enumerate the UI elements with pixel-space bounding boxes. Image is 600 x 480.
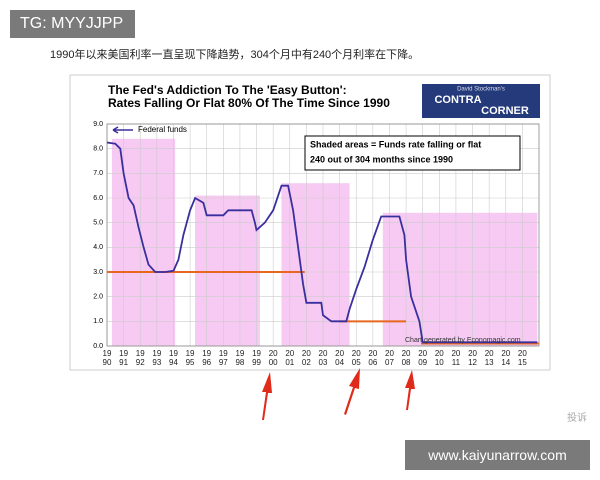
x-tick-label: 20 02 <box>301 349 311 367</box>
x-tick-label: 19 90 <box>102 349 112 367</box>
y-tick-label: 8.0 <box>93 146 103 153</box>
x-tick-label: 19 91 <box>119 349 129 367</box>
x-tick-label: 20 15 <box>517 349 527 367</box>
series-line <box>106 141 538 344</box>
y-tick-label: 1.0 <box>93 318 103 325</box>
annotation-box <box>304 135 521 171</box>
logo-line1: CONTRA <box>434 94 481 106</box>
x-tick-label: 19 95 <box>185 349 195 367</box>
y-tick-label: 0.0 <box>93 343 103 350</box>
x-tick-label: 20 06 <box>368 349 378 367</box>
legend-label: Federal funds <box>138 125 187 134</box>
plot-border <box>106 123 540 347</box>
x-tick-label: 19 99 <box>252 349 261 367</box>
y-tick-label: 6.0 <box>93 195 103 202</box>
arrow <box>262 372 272 420</box>
x-tick-label: 20 05 <box>351 349 361 367</box>
caption: 1990年以来美国利率一直呈现下降趋势，304个月中有240个月利率在下降。 <box>50 49 420 61</box>
x-tick-label: 20 03 <box>318 349 328 367</box>
arrows <box>262 368 415 420</box>
annotation: 240 out of 304 months since 1990 <box>310 154 453 164</box>
chart-title: The Fed's Addiction To The 'Easy Button'… <box>108 83 347 97</box>
x-tick-label: 20 09 <box>418 349 428 367</box>
chart-subtitle: Rates Falling Or Flat 80% Of The Time Si… <box>108 96 390 110</box>
shaded-region <box>195 195 260 346</box>
source: Chart generated by Economagic.com <box>405 337 521 344</box>
annotation: Shaded areas = Funds rate falling or fla… <box>310 139 481 149</box>
logo-line2: CORNER <box>481 105 529 117</box>
y-tick-label: 5.0 <box>93 220 103 227</box>
x-tick-label: 19 92 <box>135 349 145 367</box>
plot: 0.0 1.0 2.0 3.0 4.0 5.0 6.0 7.0 8.0 9.0 Federal fu… <box>93 121 540 350</box>
x-tick-label: 19 98 <box>235 349 245 367</box>
arrow <box>405 370 415 410</box>
complain[interactable]: 投诉 <box>567 413 587 424</box>
tag: TG: MYYJJPP <box>10 10 135 38</box>
site-banner: www.kaiyunarrow.com <box>405 440 590 470</box>
x-tick-label: 20 12 <box>468 349 477 367</box>
logo-top: David Stockman's <box>457 87 505 93</box>
x-tick-label: 19 97 <box>218 349 228 367</box>
x-tick-label: 20 11 <box>451 349 461 367</box>
x-tick-label: 20 13 <box>484 349 494 367</box>
y-tick-label: 3.0 <box>93 269 103 276</box>
y-tick-label: 7.0 <box>93 170 103 177</box>
x-tick-label: 20 08 <box>401 349 411 367</box>
legend-arrow <box>112 126 133 134</box>
x-tick-label: 20 01 <box>285 349 295 367</box>
arrow <box>344 368 360 415</box>
x-tick-label: 20 04 <box>335 349 345 367</box>
logo <box>422 84 540 118</box>
y-tick-label: 4.0 <box>93 244 103 251</box>
x-tick-label: 20 07 <box>385 349 394 367</box>
x-tick-label: 20 10 <box>434 349 444 367</box>
x-tick-label: 20 00 <box>268 349 278 367</box>
x-tick-label: 19 94 <box>169 349 178 367</box>
x-tick-label: 19 96 <box>202 349 212 367</box>
x-tick-label: 19 93 <box>152 349 162 367</box>
y-tick-label: 9.0 <box>93 121 103 128</box>
y-tick-label: 2.0 <box>93 294 103 301</box>
x-tick-label: 20 14 <box>501 349 511 367</box>
shaded-region <box>111 138 176 346</box>
